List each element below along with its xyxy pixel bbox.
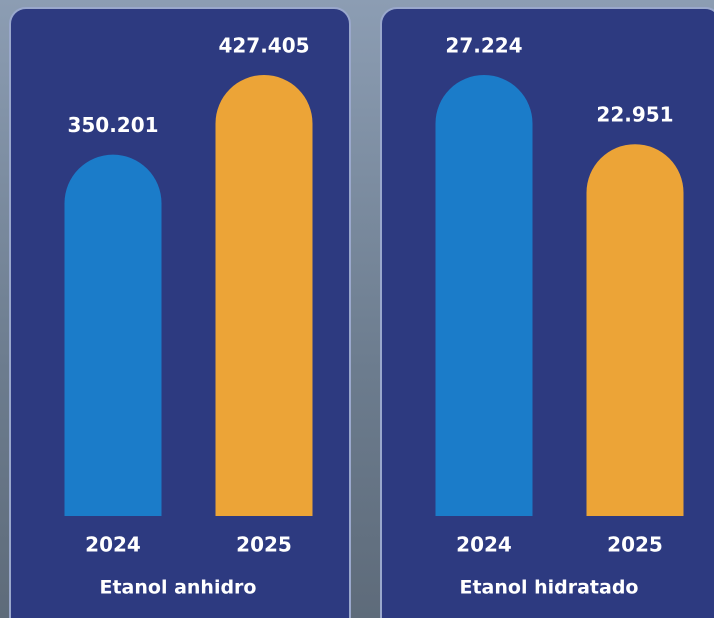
chart-title: Etanol anhidro [99,577,256,599]
bar [64,154,162,517]
bar [435,75,533,516]
chart-panel: 27.224 2024 22.951 2025 Etanol hidratado [380,7,714,618]
chart-title: Etanol hidratado [460,577,639,599]
chart-panel: 350.201 2024 427.405 2025 Etanol anhidro [9,7,351,618]
category-label: 2025 [236,533,292,557]
value-label: 350.201 [67,113,158,137]
category-label: 2024 [85,533,141,557]
value-label: 427.405 [218,34,309,58]
bar [586,144,684,516]
category-label: 2025 [607,533,663,557]
bar [215,75,313,516]
panels: 350.201 2024 427.405 2025 Etanol anhidro 27.2… [9,7,714,618]
category-label: 2024 [456,533,512,557]
value-label: 27.224 [445,34,522,58]
value-label: 22.951 [596,103,673,127]
